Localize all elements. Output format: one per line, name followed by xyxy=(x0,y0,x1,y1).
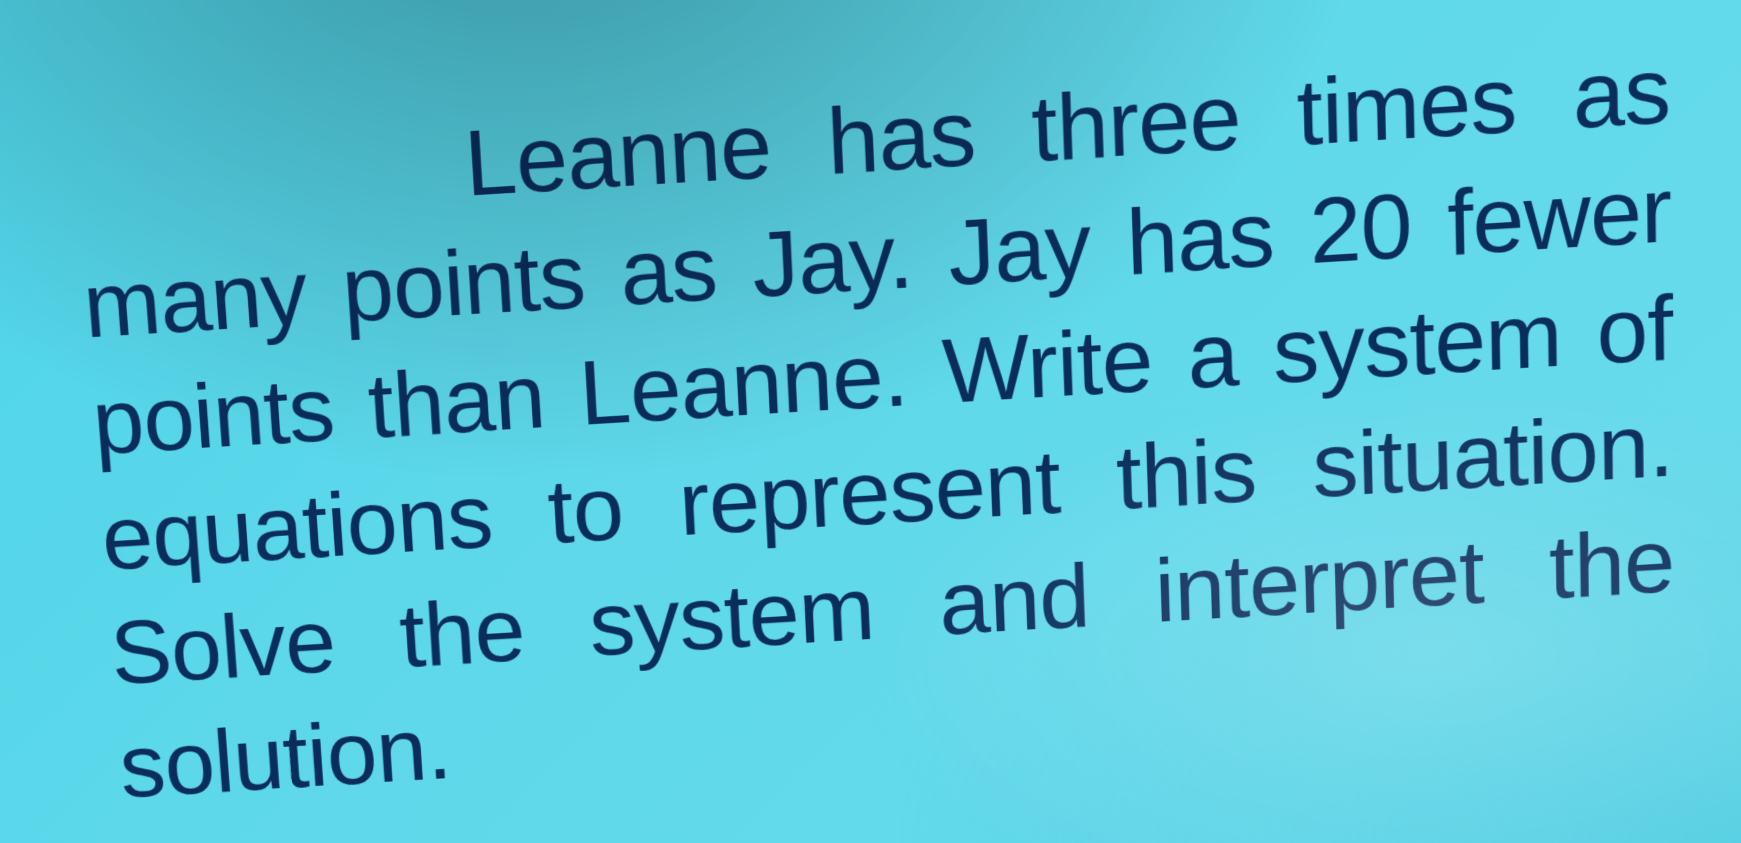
problem-text: Leanne has three times as many points as… xyxy=(68,10,1676,824)
slide-body: Leanne has three times as many points as… xyxy=(0,0,1741,843)
